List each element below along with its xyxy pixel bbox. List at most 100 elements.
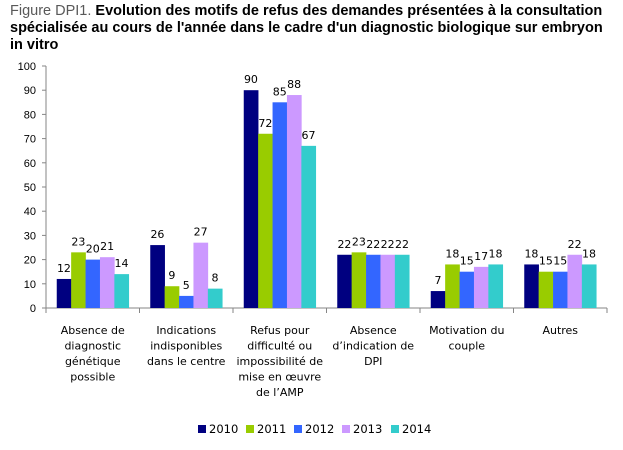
category-label: Motivation du couple [429,324,504,353]
data-label-2012: 22 [366,238,380,251]
y-axis: 0 10 20 30 40 50 60 70 80 90 100 [18,61,47,315]
x-axis [45,307,608,313]
data-label-2011: 9 [168,269,175,282]
bar-2013 [473,266,489,308]
bar-2012 [553,271,568,308]
data-label-2012: 15 [553,255,567,268]
bar-2014 [207,288,223,308]
data-label-2011: 15 [539,255,553,268]
data-label-2011: 18 [445,247,459,260]
bar-2010 [337,254,352,308]
data-label-2013: 22 [381,238,395,251]
data-label-2013: 27 [194,226,208,239]
data-label-2011: 23 [352,235,366,248]
data-label-2010: 12 [57,262,71,275]
category-label-line: indisponibles [150,340,222,353]
y-tick-label: 50 [24,182,36,194]
bar-2010 [430,291,446,308]
category-label-line: diagnostic [64,340,121,353]
data-label-2013: 88 [287,78,301,91]
category-label-line: difficulté ou [247,340,312,353]
category-label-line: Refus pour [250,324,310,337]
bars [56,90,597,308]
data-label-2014: 14 [115,257,129,270]
category-label-line: possible [70,371,115,384]
category-label: Indications indisponibles dans le centre [147,324,226,368]
legend-swatch-2014 [391,425,399,433]
legend-swatch-2010 [198,425,206,433]
category-label-line: couple [448,340,485,353]
data-label-2012: 85 [273,85,287,98]
data-label-2014: 67 [302,129,316,142]
category-label-line: mise en œuvre [238,371,321,384]
bar-2014 [581,264,597,308]
data-label-2014: 8 [212,272,219,285]
data-label-2014: 22 [395,238,409,251]
legend-swatch-2012 [294,425,302,433]
y-tick-label: 60 [24,158,36,170]
category-label-line: Indications [156,324,216,337]
category-label-line: d’indication de [332,340,414,353]
data-label-2011: 23 [71,235,85,248]
legend-label-2011: 2011 [257,422,286,436]
y-tick-label: 70 [24,134,36,146]
bar-2012 [366,254,381,308]
bar-2010 [524,264,539,308]
category-label-line: Motivation du [429,324,504,337]
category-label-line: de l’AMP [256,386,304,399]
bar-2014 [488,264,504,308]
data-label-2010: 26 [150,228,164,241]
data-label-2013: 17 [474,250,488,263]
y-tick-label: 20 [24,255,36,267]
bar-2011 [164,286,180,308]
bar-2013 [286,95,302,308]
category-label: Refus pour difficulté ou impossibilité de m… [237,324,324,399]
data-label-2013: 21 [100,240,114,253]
bar-2013 [193,242,209,308]
bar-2012 [179,295,194,308]
data-label-2012: 15 [460,255,474,268]
chart-title: Figure DPI1. Evolution des motifs de ref… [10,3,610,54]
data-label-2010: 18 [524,247,538,260]
bar-2012 [272,102,288,308]
figure-prefix: Figure DPI1. [10,3,92,19]
y-tick-label: 100 [18,61,36,73]
bar-2011 [538,271,554,308]
bar-2011 [258,133,273,308]
y-tick-label: 10 [24,279,36,291]
y-tick-label: 80 [24,109,36,121]
bar-2014 [114,274,130,308]
data-label-2011: 72 [258,117,272,130]
category-label-line: Absence [350,324,397,337]
bar-2011 [71,252,86,308]
category-label: Absence d’indication de DPI [332,324,414,368]
bar-2013 [567,254,583,308]
data-label-2014: 18 [489,247,503,260]
data-label-2012: 20 [86,243,100,256]
category-label: Absence de diagnostic génétique possible [61,324,125,384]
data-label-2010: 90 [244,73,258,86]
y-tick-label: 90 [24,85,36,97]
y-tick-label: 30 [24,230,36,242]
bar-2010 [243,90,259,308]
category-label-line: DPI [364,355,382,368]
bar-2012 [85,259,101,308]
data-label-2010: 22 [337,238,351,251]
legend-label-2012: 2012 [305,422,334,436]
data-label-2013: 22 [568,238,582,251]
bar-2010 [150,245,165,308]
bar-2010 [56,278,72,308]
data-label-2014: 18 [582,247,596,260]
bar-2013 [99,257,115,308]
figure-title-text: Evolution des motifs de refus des demand… [10,3,603,53]
category-label-line: Autres [542,324,578,337]
legend-swatch-2011 [246,425,254,433]
bar-2011 [351,252,367,308]
legend-swatch-2013 [342,425,350,433]
category-label: Autres [542,324,578,337]
bar-2012 [459,271,475,308]
legend: 2010 2011 2012 2013 2014 [198,422,431,436]
bar-2014 [301,145,317,308]
